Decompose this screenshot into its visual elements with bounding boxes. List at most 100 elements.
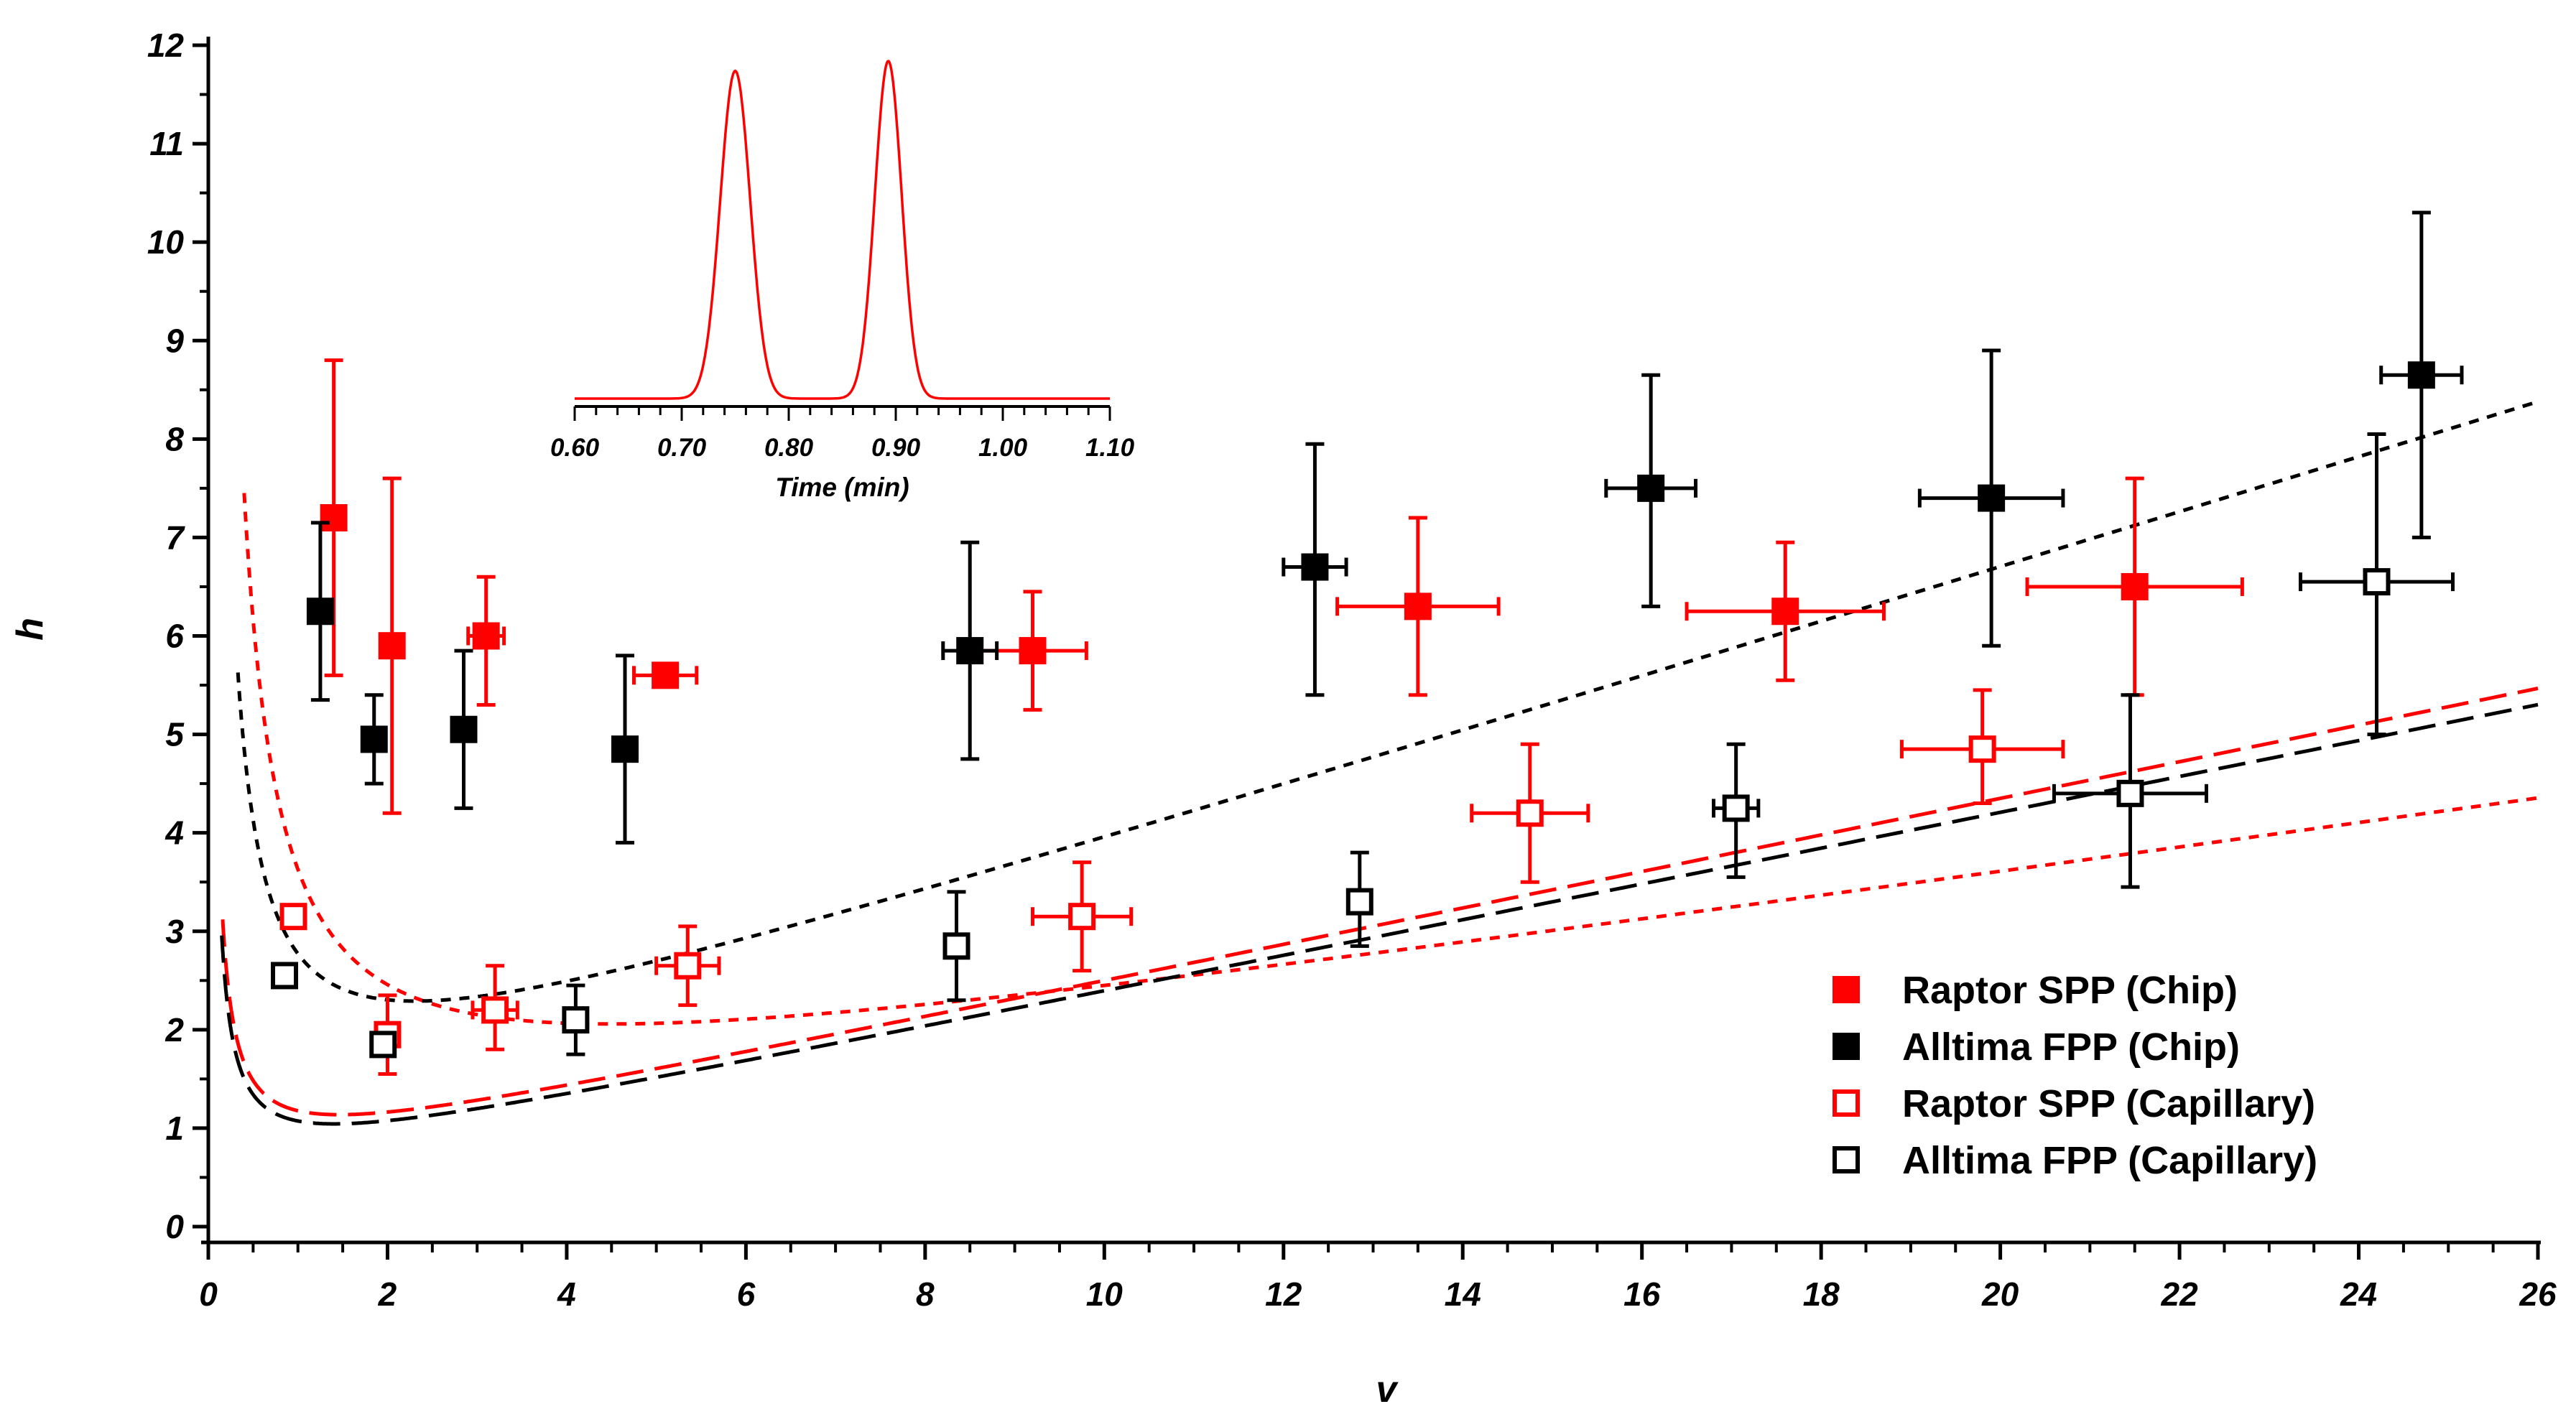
- fit-curves-layer: [220, 399, 2539, 1126]
- filled-square-marker: [472, 622, 500, 650]
- data-point: [360, 693, 388, 786]
- data-point: [450, 648, 478, 810]
- filled-square-marker: [956, 637, 984, 665]
- open-square-marker: [369, 1031, 397, 1059]
- y-tick-label: 11: [149, 125, 184, 162]
- filled-square-marker: [1301, 553, 1329, 581]
- data-point: [1711, 742, 1761, 879]
- data-point: [2052, 693, 2208, 889]
- legend: Raptor SPP (Chip) Alltima FPP (Chip) Rapto…: [1833, 969, 2317, 1182]
- x-tick-label: 24: [2340, 1275, 2377, 1313]
- open-square-marker: [1968, 735, 1996, 763]
- data-point: [1345, 850, 1373, 948]
- data-point: [1335, 516, 1501, 697]
- data-point: [320, 358, 348, 677]
- open-square-marker: [271, 962, 299, 990]
- data-point: [1685, 540, 1886, 682]
- axis-titles: v h: [9, 618, 1399, 1404]
- data-point: [466, 575, 506, 707]
- y-tick-label: 12: [147, 27, 185, 64]
- filled-square-marker: [1404, 592, 1432, 620]
- y-tick-label: 1: [165, 1110, 184, 1147]
- x-tick-label: 4: [557, 1275, 576, 1313]
- y-tick-label: 6: [165, 618, 184, 655]
- filled-square-marker: [611, 735, 639, 763]
- inset-chromatogram: 0.60 0.70 0.80 0.90 1.00 1.10 Time (min): [550, 60, 1135, 502]
- y-tick-label: 5: [165, 716, 185, 753]
- data-point: [611, 654, 639, 845]
- y-tick-label: 0: [165, 1208, 184, 1245]
- data-point: [369, 1031, 397, 1059]
- data-point: [1282, 442, 1348, 697]
- filled-square-marker: [1771, 598, 1799, 626]
- fit-curve: [242, 493, 2539, 1026]
- filled-square-marker: [1019, 637, 1047, 665]
- x-tick-label: 14: [1445, 1275, 1481, 1313]
- filled-square-marker: [320, 504, 348, 531]
- legend-item: Alltima FPP (Chip): [1833, 1026, 2240, 1069]
- data-point: [977, 590, 1088, 712]
- legend-item: Raptor SPP (Chip): [1833, 969, 2238, 1012]
- data-point: [2298, 432, 2455, 737]
- y-axis-title: h: [9, 618, 51, 641]
- inset-x-title: Time (min): [775, 473, 909, 502]
- filled-square-marker: [2121, 572, 2149, 600]
- open-square-marker: [481, 996, 509, 1024]
- data-point: [271, 962, 299, 990]
- x-tick-label: 2: [378, 1275, 397, 1313]
- filled-square-marker: [652, 661, 680, 689]
- open-square-marker: [2363, 568, 2391, 596]
- data-point: [2025, 476, 2244, 697]
- x-axis-title: v: [1376, 1369, 1399, 1404]
- data-point: [1470, 742, 1590, 884]
- inset-tick-label: 0.90: [871, 434, 921, 462]
- filled-square-marker: [1637, 474, 1665, 502]
- filled-square-marker: [1978, 484, 2006, 512]
- inset-tick-label: 1.00: [978, 434, 1028, 462]
- data-point: [654, 924, 721, 1008]
- y-tick-label: 4: [165, 814, 184, 852]
- legend-label: Alltima FPP (Capillary): [1902, 1139, 2317, 1182]
- x-tick-label: 10: [1086, 1275, 1123, 1313]
- y-tick-label: 7: [165, 519, 185, 556]
- open-square-marker: [2116, 779, 2144, 807]
- y-tick-label: 2: [165, 1011, 184, 1049]
- y-tick-label: 10: [147, 223, 185, 261]
- inset-trace: [575, 60, 1110, 400]
- fit-curve: [221, 687, 2539, 1117]
- x-tick-label: 22: [2160, 1275, 2198, 1313]
- data-point: [1917, 348, 2065, 648]
- filled-square-marker: [378, 632, 406, 660]
- y-tick-label: 9: [165, 322, 184, 359]
- open-square-marker: [1722, 794, 1750, 822]
- inset-tick-label: 0.70: [657, 434, 707, 462]
- fit-curve: [236, 399, 2539, 1003]
- y-tick-label: 3: [165, 913, 184, 950]
- filled-square-marker: [2407, 361, 2435, 389]
- x-tick-label: 18: [1803, 1275, 1840, 1313]
- inset-tick-label: 0.80: [764, 434, 814, 462]
- open-square-marker: [942, 932, 970, 960]
- data-point: [1031, 860, 1134, 973]
- data-point: [631, 661, 699, 689]
- data-point: [378, 476, 406, 815]
- legend-label: Raptor SPP (Chip): [1902, 969, 2238, 1012]
- inset-tick-label: 0.60: [550, 434, 600, 462]
- inset-tick-label: 1.10: [1085, 434, 1135, 462]
- x-tick-label: 8: [916, 1275, 935, 1313]
- filled-square-marker: [450, 715, 478, 743]
- legend-label: Alltima FPP (Chip): [1902, 1026, 2240, 1069]
- legend-label: Raptor SPP (Capillary): [1902, 1082, 2315, 1125]
- x-tick-label: 12: [1265, 1275, 1302, 1313]
- open-square-marker: [1345, 888, 1373, 916]
- fit-curve: [220, 702, 2539, 1126]
- legend-swatch-open: [1833, 1146, 1860, 1173]
- data-point: [942, 890, 970, 1003]
- data-point: [562, 983, 590, 1056]
- x-tick-label: 26: [2519, 1275, 2557, 1313]
- open-square-marker: [279, 903, 307, 931]
- filled-square-marker: [360, 725, 388, 753]
- filled-square-marker: [306, 598, 334, 626]
